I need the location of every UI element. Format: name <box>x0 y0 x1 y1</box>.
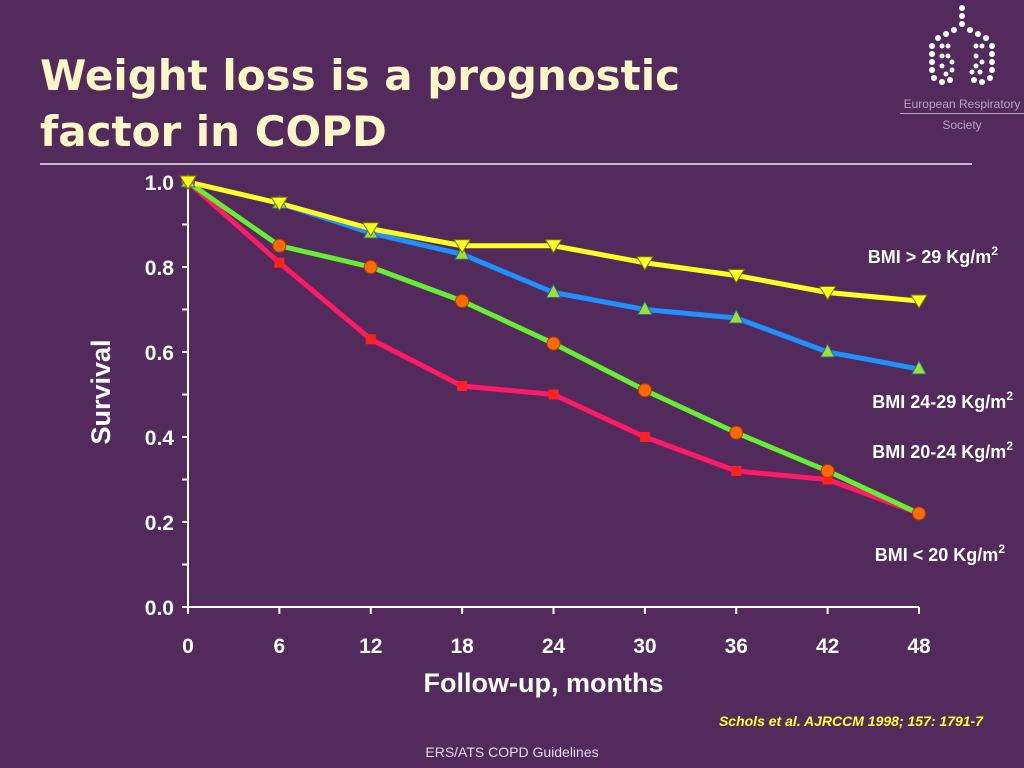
y-tick-label: 0.8 <box>145 257 175 280</box>
data-point <box>272 238 287 253</box>
data-point <box>910 294 928 309</box>
data-point <box>544 239 563 254</box>
data-point <box>728 308 745 324</box>
footer-text: ERS/ATS COPD Guidelines <box>425 744 599 760</box>
data-point <box>819 342 836 358</box>
data-point <box>635 256 654 271</box>
logo-text-line1: European Respiratory <box>903 97 1021 111</box>
data-point <box>637 300 653 315</box>
title-divider <box>40 163 972 165</box>
x-tick-label: 42 <box>816 635 839 658</box>
data-point <box>731 466 742 476</box>
data-point <box>912 506 926 521</box>
data-point <box>457 381 468 391</box>
x-tick-label: 36 <box>725 635 748 658</box>
data-point <box>911 359 927 375</box>
series-label: BMI > 29 Kg/m2 <box>868 244 999 267</box>
y-tick-label: 0.0 <box>145 597 174 620</box>
x-tick-label: 24 <box>542 635 566 658</box>
series-label: BMI 24-29 Kg/m2 <box>872 389 1013 412</box>
y-tick-label: 1.0 <box>145 172 174 195</box>
data-point <box>179 175 197 190</box>
data-point <box>727 269 746 284</box>
data-point <box>545 283 562 298</box>
y-tick-label: 0.2 <box>145 512 174 535</box>
data-point <box>546 336 561 351</box>
x-tick-label: 48 <box>907 635 931 658</box>
data-point <box>820 464 835 478</box>
data-point <box>639 432 650 442</box>
slide-title: Weight loss is a prognostic factor in CO… <box>40 51 681 156</box>
data-point <box>270 196 289 212</box>
logo-underline <box>900 113 1024 114</box>
data-point <box>729 425 744 440</box>
x-tick-label: 6 <box>274 635 286 658</box>
y-tick-label: 0.6 <box>145 342 174 365</box>
logo-text-line2: Society <box>942 118 982 132</box>
data-point <box>822 474 833 485</box>
x-tick-label: 0 <box>182 635 194 658</box>
citation: Schols et al. AJRCCM 1998; 157: 1791-7 <box>718 713 983 729</box>
data-point <box>818 286 837 301</box>
data-point <box>274 257 285 268</box>
data-point <box>548 389 559 400</box>
x-axis-title: Follow-up, months <box>424 668 664 698</box>
ers-lungs-logo-icon <box>929 5 995 85</box>
x-tick-label: 30 <box>633 635 656 658</box>
data-point <box>363 260 378 274</box>
x-tick-label: 18 <box>450 635 474 658</box>
data-point <box>365 334 376 345</box>
series-label: BMI 20-24 Kg/m2 <box>872 439 1013 462</box>
y-axis-title: Survival <box>86 339 116 444</box>
series-label: BMI < 20 Kg/m2 <box>875 542 1006 565</box>
data-point <box>361 222 380 237</box>
data-point <box>637 383 652 398</box>
x-tick-label: 12 <box>359 635 382 658</box>
y-tick-label: 0.4 <box>145 427 175 450</box>
data-point <box>453 239 472 254</box>
data-point <box>455 294 470 308</box>
